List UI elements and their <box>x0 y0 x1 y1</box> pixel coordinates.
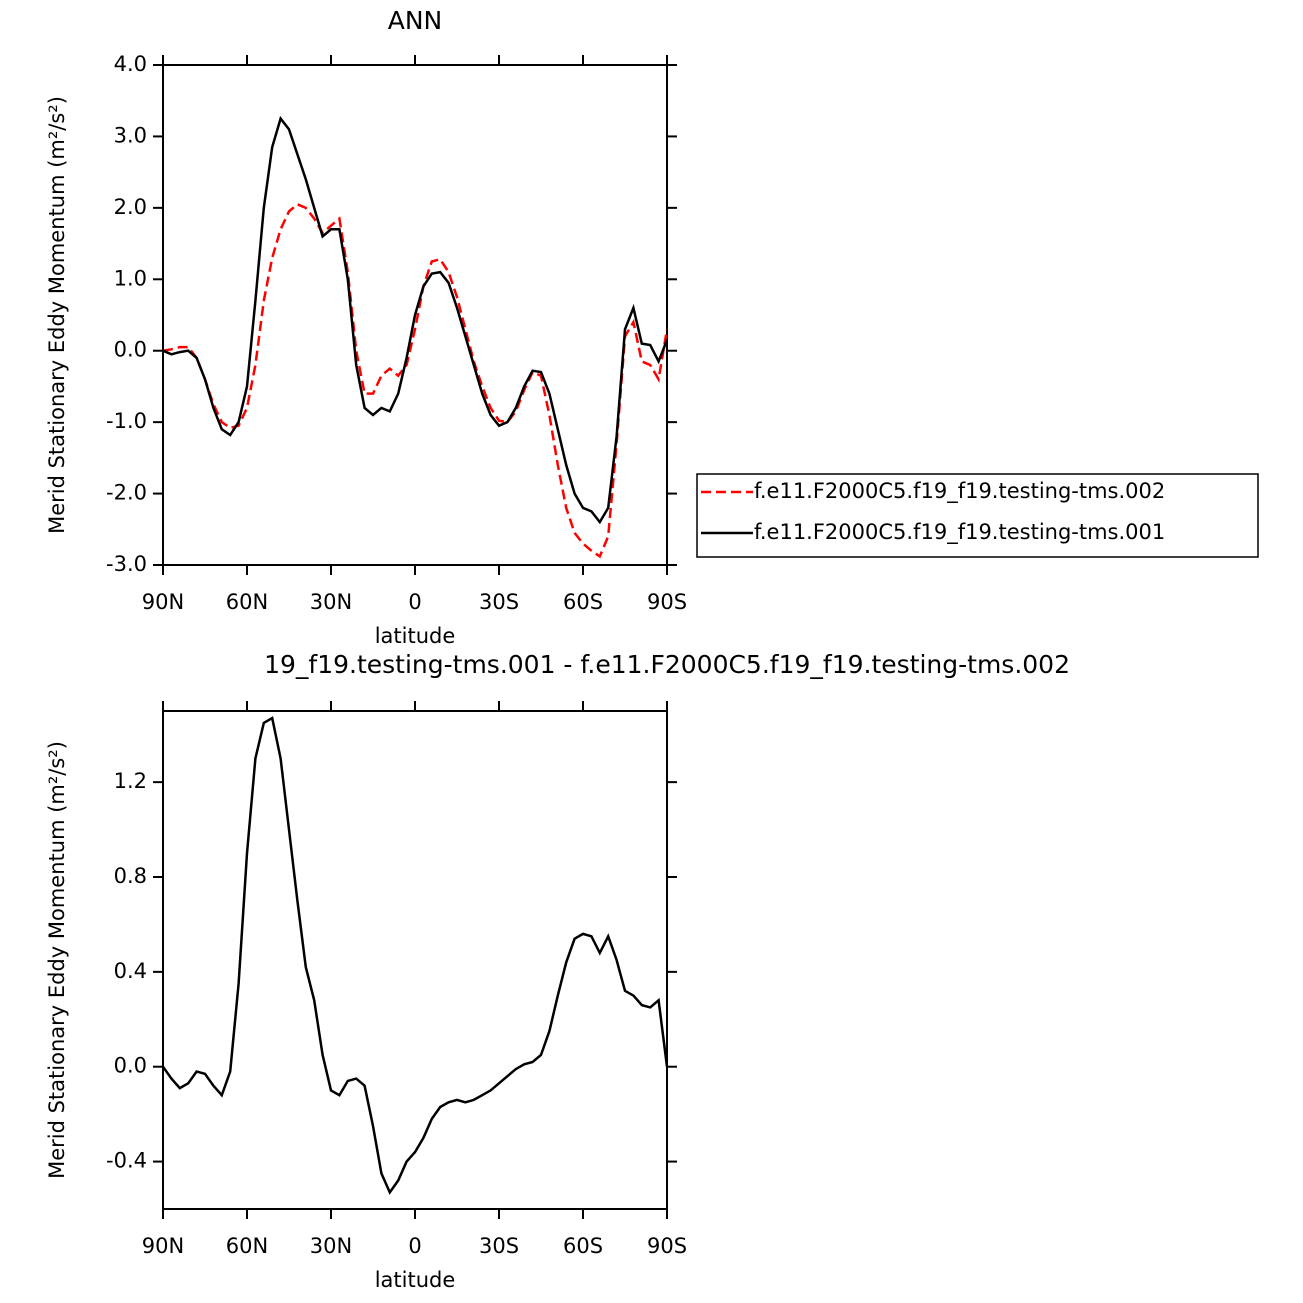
x-tick-label: 30N <box>310 1234 352 1258</box>
y-tick-label: 3.0 <box>114 123 147 147</box>
data-line <box>161 716 669 1195</box>
x-tick-label: 60N <box>226 1234 268 1258</box>
x-tick-label: 90N <box>142 590 184 614</box>
x-tick-label: 90S <box>647 590 687 614</box>
chart-title: ANN <box>388 6 443 35</box>
y-tick-label: 0.0 <box>114 1054 147 1078</box>
data-line <box>162 115 669 525</box>
x-tick-label: 30S <box>479 590 519 614</box>
plot-frame <box>162 64 668 566</box>
y-tick-label: 4.0 <box>114 52 147 76</box>
y-tick-label: 0.8 <box>114 864 147 888</box>
x-axis-label: latitude <box>375 1268 456 1292</box>
legend-label: f.e11.F2000C5.f19_f19.testing-tms.002 <box>754 479 1165 504</box>
x-tick-label: 60N <box>226 590 268 614</box>
plot-frame <box>162 710 668 1210</box>
x-axis-label: latitude <box>375 624 456 648</box>
legend-box <box>696 473 1259 558</box>
legend-label: f.e11.F2000C5.f19_f19.testing-tms.001 <box>754 520 1165 545</box>
y-tick-label: -2.0 <box>106 481 147 505</box>
x-tick-label: 30S <box>479 1234 519 1258</box>
x-tick-label: 90S <box>647 1234 687 1258</box>
x-tick-label: 0 <box>408 590 421 614</box>
y-tick-label: -3.0 <box>106 552 147 576</box>
x-tick-label: 30N <box>310 590 352 614</box>
x-tick-label: 90N <box>142 1234 184 1258</box>
y-tick-label: 1.0 <box>114 266 147 290</box>
x-tick-label: 60S <box>563 590 603 614</box>
y-axis-label: Merid Stationary Eddy Momentum (m²/s²) <box>45 741 69 1179</box>
y-tick-label: -0.4 <box>106 1149 147 1173</box>
y-tick-label: 2.0 <box>114 195 147 219</box>
x-tick-label: 60S <box>563 1234 603 1258</box>
chart-title: 19_f19.testing-tms.001 - f.e11.F2000C5.f… <box>264 650 1070 679</box>
x-tick-label: 0 <box>408 1234 421 1258</box>
data-line <box>162 202 669 559</box>
y-axis-label: Merid Stationary Eddy Momentum (m²/s²) <box>45 96 69 534</box>
y-tick-label: 0.4 <box>114 959 147 983</box>
y-tick-label: 0.0 <box>114 338 147 362</box>
y-tick-label: -1.0 <box>106 409 147 433</box>
y-tick-label: 1.2 <box>114 769 147 793</box>
